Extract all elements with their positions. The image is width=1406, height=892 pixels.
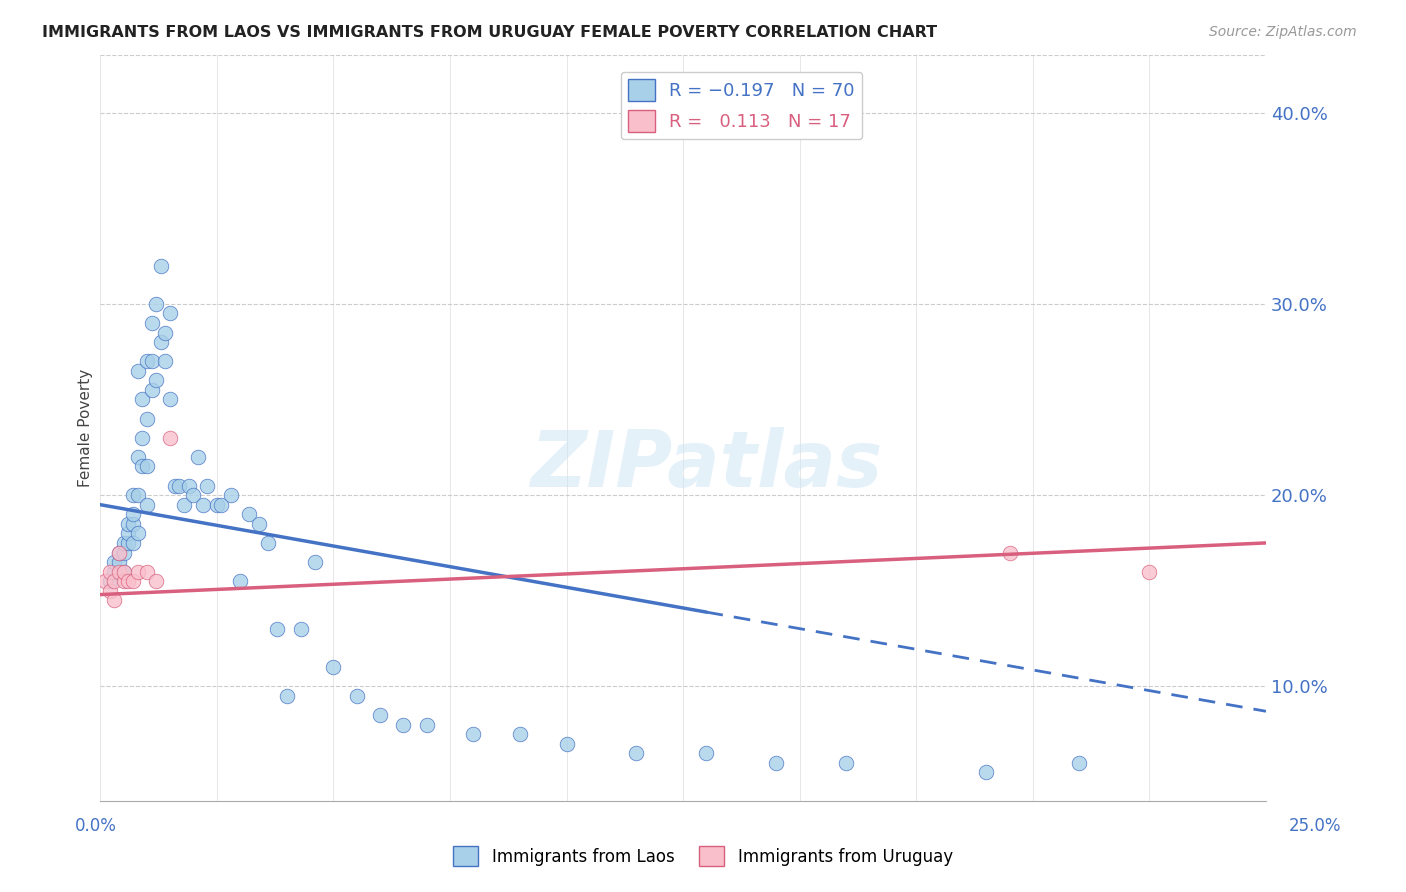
Point	[98, 574, 121, 589]
Point	[159, 306, 181, 320]
Point	[135, 498, 157, 512]
Point	[117, 536, 139, 550]
Point	[211, 498, 233, 512]
Point	[266, 622, 288, 636]
Point	[169, 478, 191, 492]
Point	[127, 488, 149, 502]
Point	[108, 545, 131, 559]
Point	[187, 450, 209, 464]
Point	[304, 555, 326, 569]
Point	[112, 545, 135, 559]
Point	[127, 526, 149, 541]
Point	[276, 689, 298, 703]
Point	[145, 373, 167, 387]
Point	[1069, 756, 1091, 770]
Point	[368, 708, 391, 723]
Point	[131, 431, 153, 445]
Text: 25.0%: 25.0%	[1288, 817, 1341, 835]
Point	[131, 459, 153, 474]
Point	[127, 450, 149, 464]
Point	[159, 431, 181, 445]
Point	[197, 478, 219, 492]
Point	[322, 660, 344, 674]
Point	[121, 574, 143, 589]
Text: Source: ZipAtlas.com: Source: ZipAtlas.com	[1209, 25, 1357, 39]
Point	[159, 392, 181, 407]
Point	[238, 508, 260, 522]
Point	[257, 536, 280, 550]
Point	[135, 411, 157, 425]
Y-axis label: Female Poverty: Female Poverty	[79, 369, 93, 487]
Point	[155, 326, 177, 340]
Point	[121, 516, 143, 531]
Point	[555, 737, 578, 751]
Point	[117, 526, 139, 541]
Point	[127, 565, 149, 579]
Point	[229, 574, 252, 589]
Point	[177, 478, 200, 492]
Point	[141, 354, 163, 368]
Point	[98, 565, 121, 579]
Point	[121, 488, 143, 502]
Text: 0.0%: 0.0%	[75, 817, 117, 835]
Point	[626, 747, 648, 761]
Point	[145, 574, 167, 589]
Point	[155, 354, 177, 368]
Point	[112, 574, 135, 589]
Point	[173, 498, 195, 512]
Point	[509, 727, 531, 741]
Point	[141, 383, 163, 397]
Point	[835, 756, 858, 770]
Text: IMMIGRANTS FROM LAOS VS IMMIGRANTS FROM URUGUAY FEMALE POVERTY CORRELATION CHART: IMMIGRANTS FROM LAOS VS IMMIGRANTS FROM …	[42, 25, 938, 40]
Point	[108, 565, 131, 579]
Point	[145, 297, 167, 311]
Point	[127, 364, 149, 378]
Point	[149, 259, 172, 273]
Point	[205, 498, 228, 512]
Point	[117, 516, 139, 531]
Point	[103, 574, 125, 589]
Point	[998, 545, 1021, 559]
Point	[131, 392, 153, 407]
Text: ZIPatlas: ZIPatlas	[530, 427, 883, 503]
Point	[117, 574, 139, 589]
Point	[219, 488, 242, 502]
Point	[1139, 565, 1161, 579]
Point	[112, 565, 135, 579]
Point	[135, 459, 157, 474]
Point	[112, 536, 135, 550]
Point	[135, 354, 157, 368]
Point	[98, 583, 121, 598]
Point	[108, 545, 131, 559]
Point	[247, 516, 270, 531]
Point	[149, 334, 172, 349]
Point	[103, 555, 125, 569]
Legend: R = −0.197   N = 70, R =   0.113   N = 17: R = −0.197 N = 70, R = 0.113 N = 17	[620, 71, 862, 139]
Point	[695, 747, 717, 761]
Point	[191, 498, 214, 512]
Point	[94, 574, 117, 589]
Point	[121, 508, 143, 522]
Point	[290, 622, 312, 636]
Point	[163, 478, 186, 492]
Point	[121, 536, 143, 550]
Point	[103, 565, 125, 579]
Point	[415, 717, 437, 731]
Point	[463, 727, 485, 741]
Point	[183, 488, 205, 502]
Point	[135, 565, 157, 579]
Point	[112, 565, 135, 579]
Point	[103, 593, 125, 607]
Point	[974, 765, 997, 780]
Point	[392, 717, 415, 731]
Point	[141, 316, 163, 330]
Legend: Immigrants from Laos, Immigrants from Uruguay: Immigrants from Laos, Immigrants from Ur…	[447, 839, 959, 873]
Point	[346, 689, 368, 703]
Point	[765, 756, 787, 770]
Point	[108, 555, 131, 569]
